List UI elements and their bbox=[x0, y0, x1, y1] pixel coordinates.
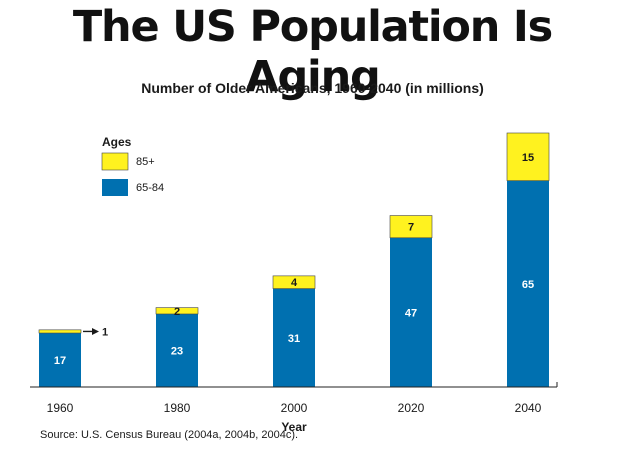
bar-label-85-plus-1960: 1 bbox=[102, 326, 108, 338]
headline: The US Population Is Aging bbox=[72, 2, 553, 102]
x-tick-labels: 1960 1980 2000 2020 2040 bbox=[47, 401, 542, 415]
legend: Ages 85+ 65-84 bbox=[101, 135, 164, 196]
legend-swatch-85-plus bbox=[101, 152, 129, 171]
callout-arrow-head-1960 bbox=[92, 327, 99, 335]
bar-85-plus-2000 bbox=[272, 275, 316, 289]
bar-label-65-84-1960: 17 bbox=[54, 355, 66, 367]
bar-label-85-plus-2000: 4 bbox=[291, 277, 298, 289]
bar-label-85-plus-1980: 2 bbox=[174, 306, 180, 318]
bar-65-84-1960 bbox=[39, 333, 81, 387]
bar-85-plus-1960 bbox=[38, 329, 82, 334]
legend-label-85-plus: 85+ bbox=[136, 156, 155, 168]
bar-65-84-2040 bbox=[507, 180, 549, 387]
bars-layer: 17 1 23 2 31 4 47 7 65 15 bbox=[38, 132, 550, 387]
bar-label-85-plus-2040: 15 bbox=[522, 152, 534, 164]
bar-label-85-plus-2020: 7 bbox=[408, 222, 414, 234]
source-note: Source: U.S. Census Bureau (2004a, 2004b… bbox=[40, 429, 299, 441]
bar-label-65-84-2000: 31 bbox=[288, 333, 300, 345]
legend-swatch-65-84 bbox=[102, 179, 128, 196]
bar-label-65-84-2040: 65 bbox=[522, 279, 534, 291]
bar-label-65-84-2020: 47 bbox=[405, 307, 417, 319]
bar-85-plus-2040 bbox=[506, 132, 550, 181]
x-axis-title: Year bbox=[281, 420, 307, 434]
bar-85-plus-1980 bbox=[155, 307, 199, 315]
chart-title: Number of Older Americans, 1960-2040 (in… bbox=[141, 80, 484, 96]
legend-title: Ages bbox=[102, 135, 132, 149]
bar-65-84-2000 bbox=[273, 288, 315, 387]
legend-label-65-84: 65-84 bbox=[136, 182, 164, 194]
bar-65-84-1980 bbox=[156, 313, 198, 387]
x-tick-label-2000: 2000 bbox=[281, 401, 308, 415]
x-tick-label-2040: 2040 bbox=[515, 401, 542, 415]
bar-85-plus-2020 bbox=[389, 215, 433, 239]
bar-65-84-2020 bbox=[390, 237, 432, 387]
bar-label-65-84-1980: 23 bbox=[171, 345, 183, 357]
x-tick-label-1980: 1980 bbox=[164, 401, 191, 415]
x-tick-label-2020: 2020 bbox=[398, 401, 425, 415]
x-tick-label-1960: 1960 bbox=[47, 401, 74, 415]
